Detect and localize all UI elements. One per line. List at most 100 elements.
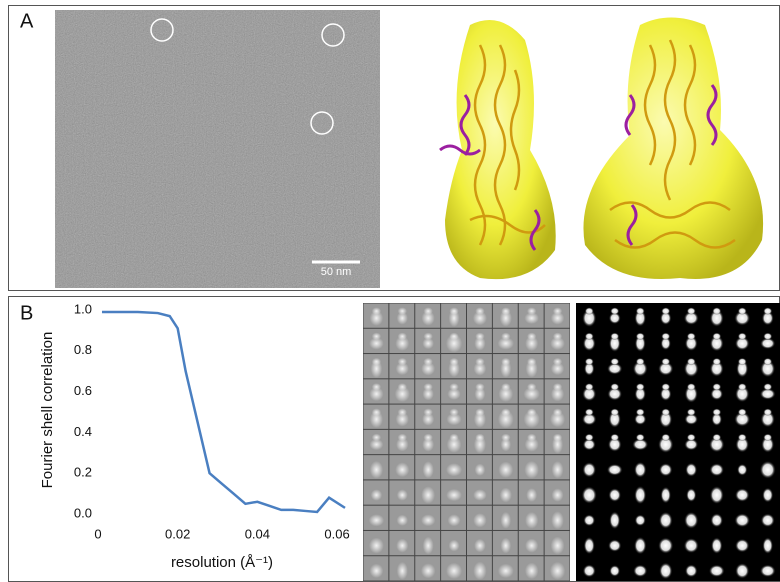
- class-blob: [498, 564, 514, 578]
- class-blob: [372, 307, 381, 315]
- class-blob: [582, 462, 596, 477]
- class-blob: [661, 383, 670, 391]
- class-blob: [423, 461, 434, 478]
- micrograph-noise: [55, 10, 380, 288]
- class-blob: [446, 563, 462, 579]
- class-blob: [738, 358, 747, 366]
- class-blob: [449, 540, 460, 552]
- class-blob: [448, 514, 461, 526]
- class-blob: [634, 537, 647, 555]
- class-blob: [397, 489, 408, 500]
- class-blob: [735, 488, 750, 502]
- class-blob: [397, 515, 408, 526]
- class-blob: [760, 461, 776, 479]
- class-blob: [501, 358, 510, 366]
- class-blob: [525, 539, 538, 553]
- class-blob: [398, 333, 407, 341]
- density-map-left: [440, 20, 556, 279]
- class-blob: [763, 358, 772, 366]
- class-blob: [524, 461, 538, 479]
- class-blob: [501, 333, 510, 341]
- class-blob: [636, 434, 645, 442]
- class-blob: [475, 333, 484, 341]
- class-blob: [635, 514, 646, 526]
- class-averages-projections: [576, 303, 780, 581]
- class-blob: [398, 307, 407, 315]
- class-blob: [424, 333, 433, 341]
- y-tick-label: 1.0: [74, 301, 92, 316]
- class-blob: [636, 307, 645, 315]
- class-blob: [661, 333, 670, 341]
- class-blob: [684, 512, 698, 529]
- class-blob: [610, 307, 619, 315]
- class-blob: [661, 358, 670, 366]
- class-blob: [449, 383, 458, 391]
- y-axis-label: Fourier shell correlation: [39, 332, 56, 489]
- class-blob: [398, 408, 407, 416]
- class-blob: [687, 383, 696, 391]
- class-blob: [584, 537, 595, 554]
- class-blob: [735, 539, 749, 553]
- class-blob: [687, 307, 696, 315]
- class-blob: [551, 511, 563, 529]
- class-blob: [449, 434, 458, 442]
- class-blob: [473, 562, 486, 580]
- class-blob: [527, 333, 536, 341]
- class-blob: [501, 434, 510, 442]
- class-blob: [583, 514, 595, 526]
- class-blob: [526, 488, 537, 502]
- class-blob: [398, 383, 407, 391]
- class-blob: [585, 383, 594, 391]
- class-blob: [449, 358, 458, 366]
- class-blob: [475, 408, 484, 416]
- scale-bar-label: 50 nm: [321, 266, 352, 278]
- class-blob: [659, 463, 673, 476]
- y-tick-label: 0.6: [74, 383, 92, 398]
- class-blob: [636, 408, 645, 416]
- panel-label: A: [20, 10, 34, 32]
- class-blob: [582, 486, 597, 504]
- class-blob: [500, 488, 512, 503]
- class-blob: [501, 512, 511, 529]
- class-blob: [610, 358, 619, 366]
- class-blob: [525, 563, 538, 579]
- class-blob: [475, 383, 484, 391]
- class-blob: [585, 307, 594, 315]
- x-tick-label: 0.06: [324, 526, 349, 541]
- class-blob: [501, 408, 510, 416]
- class-blob: [608, 539, 621, 552]
- class-blob: [738, 434, 747, 442]
- class-blob: [737, 464, 747, 476]
- class-blob: [421, 563, 435, 578]
- class-blob: [372, 333, 381, 341]
- class-blob: [636, 358, 645, 366]
- class-blob: [659, 512, 673, 529]
- class-blob: [501, 538, 512, 554]
- class-blob: [738, 408, 747, 416]
- class-blob: [527, 383, 536, 391]
- class-blob: [372, 383, 381, 391]
- y-tick-label: 0.0: [74, 505, 92, 520]
- class-blob: [712, 358, 721, 366]
- class-blob: [734, 513, 750, 527]
- class-blob: [712, 333, 721, 341]
- class-blob: [369, 538, 384, 554]
- class-blob: [552, 461, 564, 478]
- class-blob: [527, 307, 536, 315]
- class-blob: [660, 487, 671, 504]
- density-map-right: [583, 18, 763, 280]
- class-blob: [446, 489, 462, 501]
- y-tick-label: 0.8: [74, 342, 92, 357]
- class-blob: [685, 564, 698, 577]
- class-blob: [369, 514, 384, 526]
- class-blob: [634, 462, 646, 478]
- class-blob: [659, 562, 672, 579]
- panel-label: B: [20, 302, 33, 324]
- class-blob: [608, 488, 621, 502]
- class-blob: [685, 463, 697, 477]
- class-blob: [585, 434, 594, 442]
- class-blob: [583, 564, 596, 577]
- class-blob: [475, 464, 486, 476]
- class-blob: [661, 307, 670, 315]
- class-blob: [424, 358, 433, 366]
